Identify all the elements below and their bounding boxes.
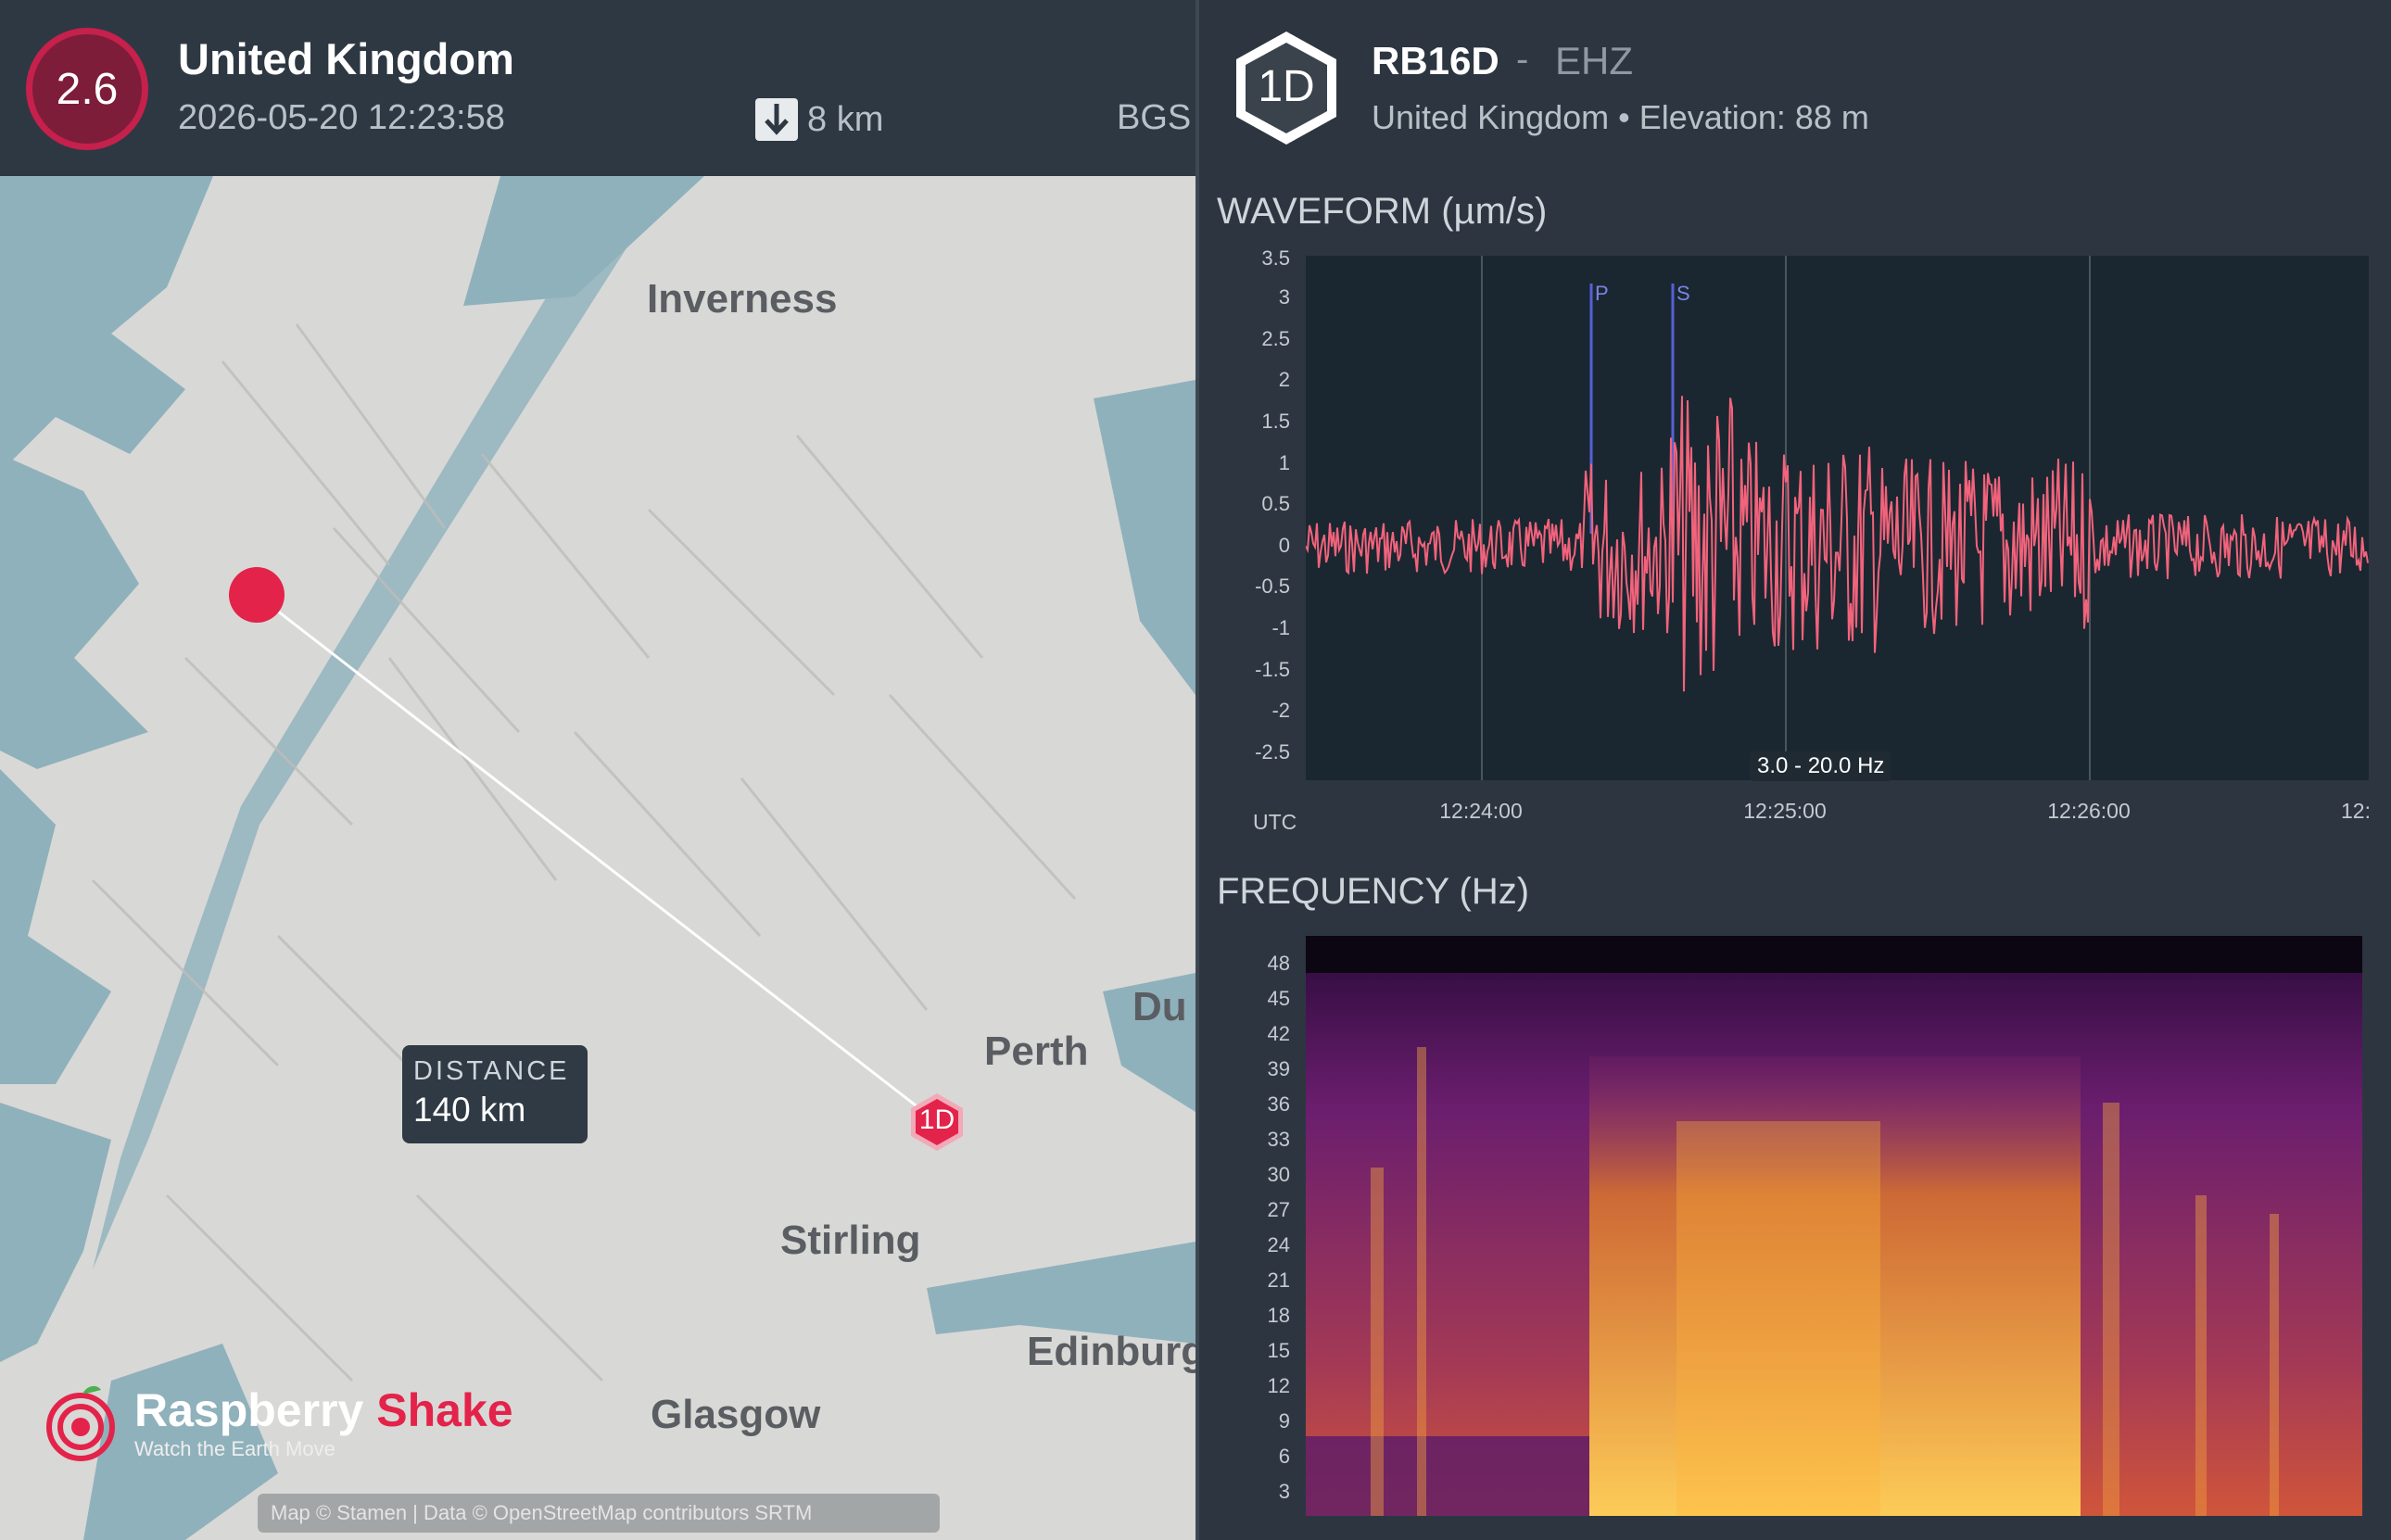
y-tick: 3 — [1278, 285, 1290, 309]
panel-divider — [1196, 0, 1199, 1540]
place-stirling: Stirling — [780, 1218, 921, 1263]
station-meta: United Kingdom • Elevation: 88 m — [1372, 98, 1869, 136]
y-tick: 24 — [1267, 1233, 1290, 1256]
y-tick: 45 — [1267, 987, 1290, 1010]
raspberry-shake-logo-icon — [46, 1385, 115, 1461]
x-tick: 12:26:00 — [2047, 799, 2131, 823]
y-tick: 30 — [1267, 1163, 1290, 1186]
filter-label: 3.0 - 20.0 Hz — [1750, 751, 1892, 781]
event-region: United Kingdom — [178, 34, 514, 83]
y-tick: 18 — [1267, 1304, 1290, 1327]
y-tick: -1.5 — [1255, 658, 1290, 681]
distance-box: DISTANCE 140 km — [402, 1045, 588, 1143]
y-tick: 6 — [1278, 1445, 1290, 1468]
arrow-down-icon — [755, 98, 798, 141]
y-tick: 27 — [1267, 1198, 1290, 1221]
map-view[interactable]: Inverness Perth Du Stirling Edinburg Gla… — [0, 176, 1196, 1540]
y-tick: 48 — [1267, 952, 1290, 975]
event-datetime: 2026-05-20 12:23:58 — [178, 98, 505, 137]
y-tick: 0 — [1278, 534, 1290, 557]
y-tick: 42 — [1267, 1022, 1290, 1045]
y-tick: 36 — [1267, 1092, 1290, 1116]
frequency-title: FREQUENCY (Hz) — [1217, 871, 1530, 912]
epicenter-marker — [229, 567, 285, 623]
brand-raspberry: Raspberry — [134, 1384, 364, 1436]
y-tick: -2.5 — [1255, 740, 1290, 764]
waveform-plot[interactable] — [1306, 256, 2369, 780]
station-map-marker[interactable]: 1D — [908, 1092, 966, 1153]
depth-value: 8 km — [807, 99, 884, 139]
y-tick: -1 — [1271, 616, 1290, 639]
event-depth: 8 km — [755, 98, 883, 141]
place-edinburgh: Edinburg — [1027, 1329, 1196, 1374]
y-tick: 2 — [1278, 368, 1290, 391]
distance-label: DISTANCE — [413, 1056, 570, 1086]
brand-shake: Shake — [376, 1384, 513, 1436]
y-tick: 3.5 — [1261, 246, 1290, 270]
brand-tagline: Watch the Earth Move — [134, 1437, 335, 1460]
station-marker-label: 1D — [918, 1105, 955, 1135]
y-tick: 12 — [1267, 1374, 1290, 1397]
p-phase-label: P — [1595, 282, 1609, 305]
station-badge-label: 1D — [1258, 62, 1315, 111]
x-tick: 12:25:00 — [1743, 799, 1827, 823]
agency-label: BGS — [1117, 98, 1192, 137]
brand-name: Raspberry Shake — [134, 1383, 513, 1437]
place-inverness: Inverness — [647, 276, 838, 322]
magnitude-badge: 2.6 — [26, 28, 148, 150]
place-dundee: Du — [1132, 984, 1187, 1029]
y-tick: -2 — [1271, 699, 1290, 722]
y-tick: 9 — [1278, 1409, 1290, 1433]
y-tick: 1 — [1278, 451, 1290, 474]
place-glasgow: Glasgow — [651, 1392, 821, 1437]
y-tick: 1.5 — [1261, 410, 1290, 433]
distance-value: 140 km — [413, 1091, 526, 1129]
x-tick: 12:24:00 — [1439, 799, 1523, 823]
station-badge: 1D — [1231, 28, 1342, 153]
utc-label: UTC — [1253, 810, 1297, 834]
spectrogram-plot[interactable] — [1306, 936, 2362, 1516]
s-phase-label: S — [1676, 282, 1690, 305]
y-tick: 3 — [1278, 1480, 1290, 1503]
station-separator: - — [1516, 39, 1529, 80]
y-tick: 21 — [1267, 1269, 1290, 1292]
place-perth: Perth — [984, 1029, 1089, 1074]
y-tick: 33 — [1267, 1128, 1290, 1151]
station-channel: EHZ — [1555, 39, 1633, 82]
x-tick: 12: — [2341, 799, 2371, 823]
brand-logo: Raspberry Shake Watch the Earth Move — [42, 1381, 513, 1464]
y-tick: 0.5 — [1261, 492, 1290, 515]
y-tick: 39 — [1267, 1057, 1290, 1080]
event-header — [0, 0, 1196, 176]
map-attribution[interactable]: Map © Stamen | Data © OpenStreetMap cont… — [258, 1494, 940, 1533]
waveform-title: WAVEFORM (µm/s) — [1217, 191, 1548, 232]
terrain-layer — [0, 176, 1196, 1540]
station-code: RB16D — [1372, 39, 1499, 82]
y-tick: 2.5 — [1261, 327, 1290, 350]
y-tick: 15 — [1267, 1339, 1290, 1362]
y-tick: -0.5 — [1255, 574, 1290, 598]
